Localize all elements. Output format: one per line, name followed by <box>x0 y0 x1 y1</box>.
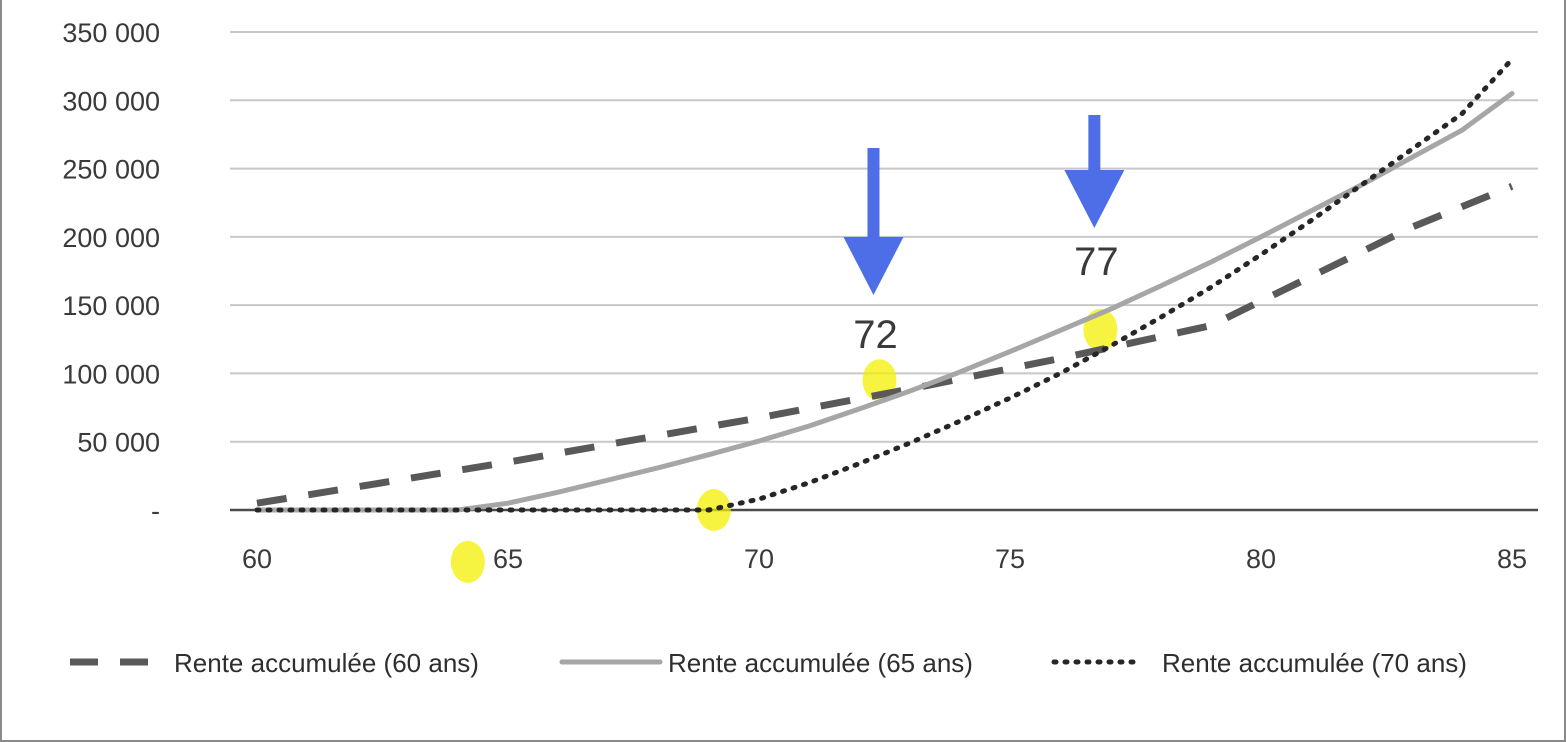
y-tick-label: 200 000 <box>62 223 160 253</box>
y-tick-label: 100 000 <box>62 359 160 389</box>
series-lines <box>254 56 1515 513</box>
y-tick-label: 350 000 <box>62 18 160 48</box>
y-axis-ticks: - 50 000 100 000 150 000 200 000 250 000 300 0… <box>62 18 160 526</box>
highlight-mark <box>696 489 731 531</box>
x-tick-label: 65 <box>493 544 523 574</box>
grid-lines <box>230 31 1538 512</box>
annotation-label: 72 <box>853 313 898 357</box>
x-axis-ticks: 60 65 70 75 80 85 <box>242 544 1527 574</box>
annotation-label: 77 <box>1074 240 1119 284</box>
y-tick-label: 50 000 <box>77 428 160 458</box>
series-line-1 <box>256 183 1514 507</box>
legend-label: Rente accumulée (65 ans) <box>668 648 973 678</box>
x-tick-label: 60 <box>242 544 272 574</box>
series-line-2 <box>254 91 1515 513</box>
y-tick-label: - <box>151 496 160 526</box>
legend: Rente accumulée (60 ans) Rente accumulée … <box>70 648 1467 678</box>
x-tick-label: 80 <box>1246 544 1276 574</box>
annotations: 72 77 <box>843 115 1125 357</box>
down-arrow-icon <box>843 148 904 295</box>
x-tick-label: 70 <box>744 544 774 574</box>
x-tick-label: 85 <box>1497 544 1527 574</box>
legend-label: Rente accumulée (70 ans) <box>1162 648 1467 678</box>
series-line-3 <box>254 56 1515 513</box>
legend-label: Rente accumulée (60 ans) <box>174 648 479 678</box>
x-tick-label: 75 <box>995 544 1025 574</box>
down-arrow-icon <box>1064 115 1125 228</box>
y-tick-label: 250 000 <box>62 155 160 185</box>
y-tick-label: 150 000 <box>62 291 160 321</box>
highlight-mark <box>450 540 485 583</box>
y-tick-label: 300 000 <box>62 86 160 116</box>
